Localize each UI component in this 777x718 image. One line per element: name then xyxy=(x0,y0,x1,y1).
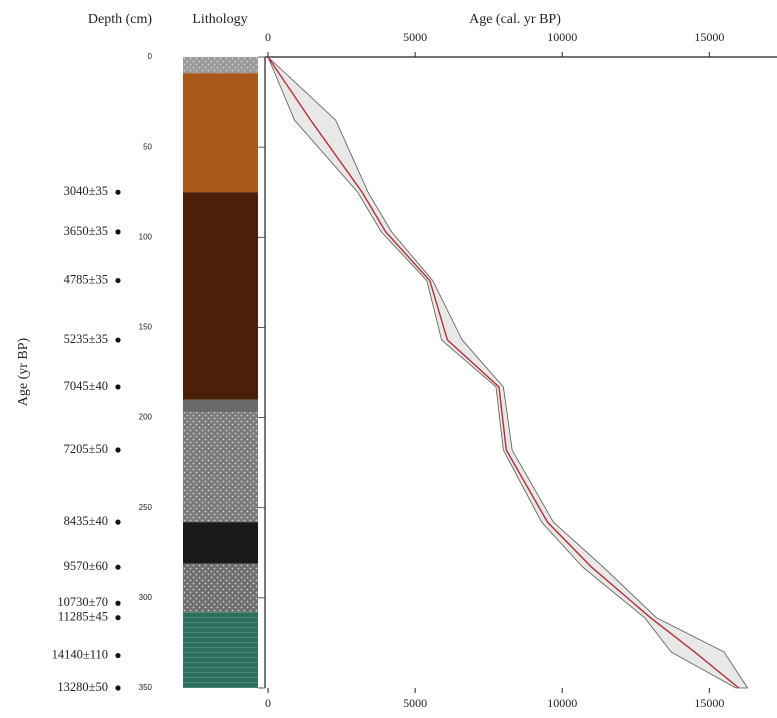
date-dot xyxy=(115,277,121,284)
x-tick-label-bottom: 0 xyxy=(265,696,271,710)
y-tick-label: 250 xyxy=(139,503,153,512)
date-label: 8435±40 xyxy=(64,514,108,528)
age-median xyxy=(267,56,740,689)
y-tick-label: 0 xyxy=(148,52,153,61)
lithology-pattern xyxy=(183,412,258,523)
lithology-pattern xyxy=(183,57,258,74)
date-label: 7045±40 xyxy=(64,379,108,393)
x-tick-label-bottom: 10000 xyxy=(547,696,577,710)
date-dot xyxy=(115,685,121,691)
lithology-header: Lithology xyxy=(192,12,247,27)
y-tick-label: 50 xyxy=(143,142,152,151)
lithology-unit xyxy=(183,192,258,400)
x-tick-label: 10000 xyxy=(547,30,577,44)
x-tick-label-bottom: 15000 xyxy=(694,696,724,710)
lithology-unit xyxy=(183,522,258,564)
date-label: 14140±110 xyxy=(52,647,108,661)
date-label: 5235±35 xyxy=(64,332,108,346)
date-dot xyxy=(115,189,121,195)
date-dot xyxy=(115,337,121,343)
date-axis-title: Age (yr BP) xyxy=(16,337,31,406)
lithology-unit xyxy=(183,73,258,193)
date-label: 7205±50 xyxy=(64,442,108,456)
lithology-pattern xyxy=(183,612,258,688)
date-dot xyxy=(115,600,121,606)
date-dot xyxy=(115,564,121,570)
date-dot xyxy=(115,384,121,390)
date-dot xyxy=(115,652,121,659)
date-label: 3040±35 xyxy=(64,184,108,198)
date-label: 4785±35 xyxy=(64,272,108,286)
date-dot xyxy=(115,615,121,621)
y-tick-label: 200 xyxy=(139,413,153,422)
date-dot xyxy=(115,519,121,525)
x-axis-title: Age (cal. yr BP) xyxy=(469,12,561,27)
date-dot xyxy=(115,229,121,235)
y-tick-label: 150 xyxy=(139,323,153,332)
y-tick-label: 100 xyxy=(139,232,153,241)
date-label: 13280±50 xyxy=(57,680,108,694)
x-tick-label: 15000 xyxy=(694,30,724,44)
date-label: 9570±60 xyxy=(64,559,108,573)
lithology-unit xyxy=(183,399,258,413)
y-tick-label: 300 xyxy=(139,593,153,602)
date-label: 10730±70 xyxy=(57,595,108,609)
date-dot xyxy=(115,447,121,453)
depth-header: Depth (cm) xyxy=(88,12,152,27)
date-label: 3650±35 xyxy=(64,224,108,238)
lithology-pattern xyxy=(183,563,258,613)
date-label: 11285±45 xyxy=(58,610,108,624)
y-tick-label: 350 xyxy=(139,683,153,692)
x-tick-label-bottom: 5000 xyxy=(403,696,427,710)
age-envelope xyxy=(267,56,749,689)
x-tick-label: 5000 xyxy=(403,30,427,44)
x-tick-label: 0 xyxy=(265,30,271,44)
